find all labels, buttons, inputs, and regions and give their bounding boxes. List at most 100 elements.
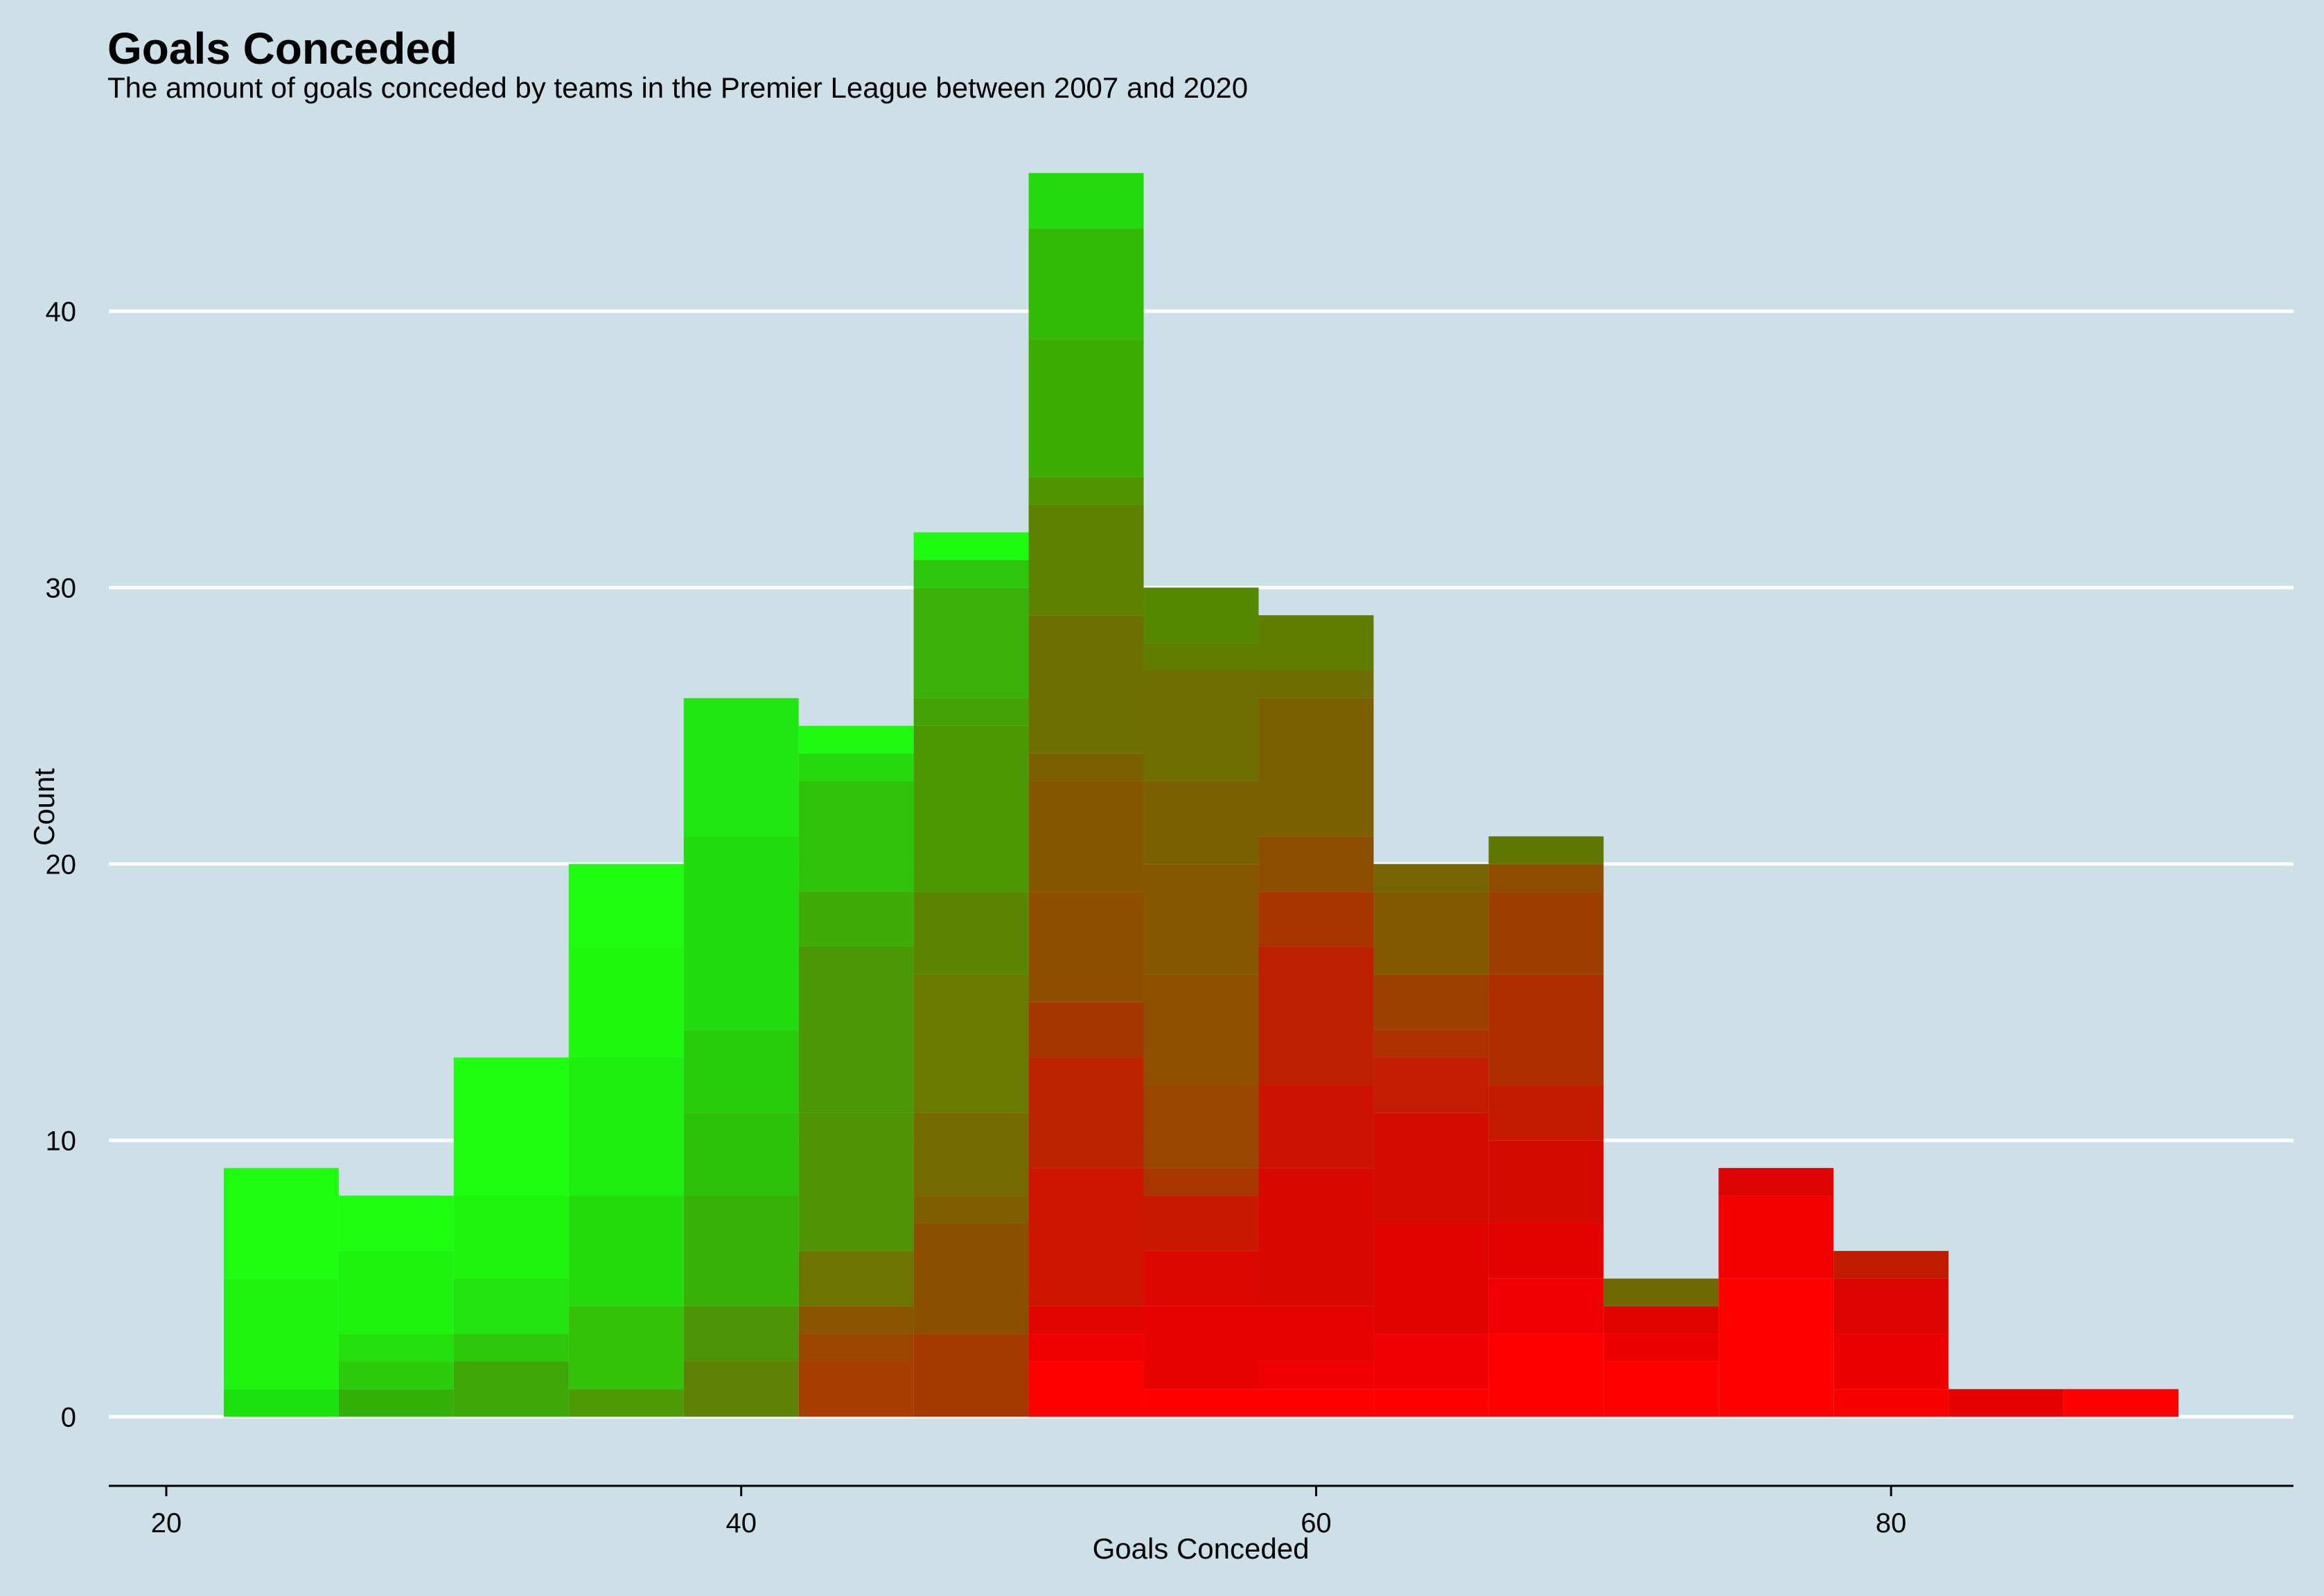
histogram-bar-segment [1028,781,1144,892]
axes: 0 10 20 30 40 20 40 60 80 [46,296,2294,1539]
histogram-bar-segment [1488,836,1604,864]
histogram-bar-segment [1373,1029,1489,1058]
histogram-bar-segment [1143,864,1259,975]
histogram-bar-segment [453,1361,569,1417]
histogram-bar-segment [568,1196,684,1306]
histogram-bar-segment [1143,1196,1259,1251]
histogram-bar-segment [798,1250,914,1306]
histogram-bar-segment [683,1112,799,1196]
histogram-bar-segment [1603,1361,1719,1417]
histogram-bar-segment [1028,504,1144,616]
histogram-bar-segment [798,1112,914,1251]
histogram-bar-segment [1143,1306,1259,1390]
histogram-bar-segment [913,1223,1029,1334]
histogram-bar-segment [1028,1361,1144,1417]
histogram-bar-segment [798,892,914,947]
histogram-bar-segment [568,1306,684,1390]
histogram-bar-segment [568,864,684,947]
histogram-bar-segment [913,1196,1029,1223]
histogram-bar-segment [1488,1223,1604,1279]
histogram-bar-segment [1143,974,1259,1085]
histogram-bar-segment [1488,1333,1604,1417]
histogram-bar-segment [1143,643,1259,671]
histogram-bar-segment [798,1333,914,1362]
y-tick-label: 30 [46,573,77,603]
histogram-bar-segment [1833,1333,1949,1390]
histogram-bar-segment [1603,1333,1719,1362]
histogram-bar-segment [913,725,1029,892]
histogram-bar-segment [338,1250,454,1334]
histogram-bar-segment [1488,1278,1604,1334]
histogram-bar-segment [1143,1389,1259,1417]
histogram-bar-segment [1028,892,1144,1002]
histogram-bar-segment [1028,339,1144,477]
histogram-bar-segment [1258,836,1374,892]
histogram-bar-segment [338,1333,454,1362]
x-axis-title: Goals Conceded [1093,1532,1310,1565]
histogram-bar-segment [338,1196,454,1251]
histogram-bar-segment [798,753,914,781]
histogram-bar-segment [1833,1389,1949,1417]
histogram-bar-segment [1373,1057,1489,1113]
histogram-bar-segment [913,974,1029,1113]
histogram-bar-segment [223,1168,339,1279]
histogram-bar-segment [683,698,799,837]
histogram-bar-segment [1258,1168,1374,1306]
chart-subtitle: The amount of goals conceded by teams in… [107,71,1249,104]
histogram-bar-segment [683,1361,799,1417]
histogram-bar-segment [1028,172,1144,229]
histogram-bar-segment [1833,1278,1949,1334]
histogram-bar-segment [1603,1278,1719,1306]
histogram-bar-segment [1028,228,1144,339]
histogram-bar-segment [1373,1223,1489,1334]
histogram-bar-segment [913,698,1029,726]
histogram-bar-segment [453,1333,569,1362]
y-axis-title: Count [28,768,60,846]
histogram-bar-segment [2063,1389,2179,1417]
histogram-bar-segment [1373,1112,1489,1223]
histogram-bar-segment [1833,1250,1949,1279]
histogram-bar-segment [798,725,914,754]
histogram-bar-segment [1028,753,1144,781]
histogram-bar-segment [568,946,684,1058]
histogram-bar-segment [1373,1333,1489,1390]
histogram-bar-segment [453,1196,569,1279]
histogram-bar-segment [1373,892,1489,975]
histogram-bar-segment [1488,1140,1604,1223]
histogram-bar-segment [1258,892,1374,947]
histogram-bar-segment [1258,1389,1374,1417]
histogram-bar-segment [1028,1002,1144,1058]
histogram-bar-segment [1143,1250,1259,1306]
histogram-bar-segment [223,1278,339,1390]
chart-title: Goals Conceded [107,24,457,73]
histogram-bar-segment [1258,615,1374,671]
histogram-bar-segment [1258,1306,1374,1362]
histogram-bar-segment [913,587,1029,698]
histogram-bar-segment [1258,670,1374,698]
histogram-bar-segment [1143,670,1259,781]
histogram-bar-segment [453,1278,569,1334]
histogram-bar-segment [798,781,914,892]
histogram-bar-segment [1258,946,1374,1085]
histogram-bar-segment [1488,974,1604,1085]
histogram-bar-segment [1718,1168,1834,1196]
histogram-bar-segment [453,1057,569,1196]
histogram-bar-segment [1718,1196,1834,1279]
histogram-bar-segment [798,1361,914,1417]
bars [223,172,2179,1417]
histogram-bar-segment [913,1333,1029,1417]
histogram-bar-segment [913,892,1029,975]
histogram-bar-segment [913,1112,1029,1196]
histogram-bar-segment [1143,587,1259,644]
histogram-bar-segment [1028,1306,1144,1334]
histogram-bar-segment [1258,1085,1374,1169]
histogram-bar-segment [1258,698,1374,837]
histogram-bar-segment [913,532,1029,560]
histogram-bar-segment [1143,781,1259,864]
histogram-bar-segment [1028,1333,1144,1362]
y-tick-label: 0 [61,1402,76,1433]
histogram-bar-segment [1028,1057,1144,1169]
histogram-bar-segment [568,1057,684,1196]
histogram-bar-segment [1948,1389,2064,1417]
